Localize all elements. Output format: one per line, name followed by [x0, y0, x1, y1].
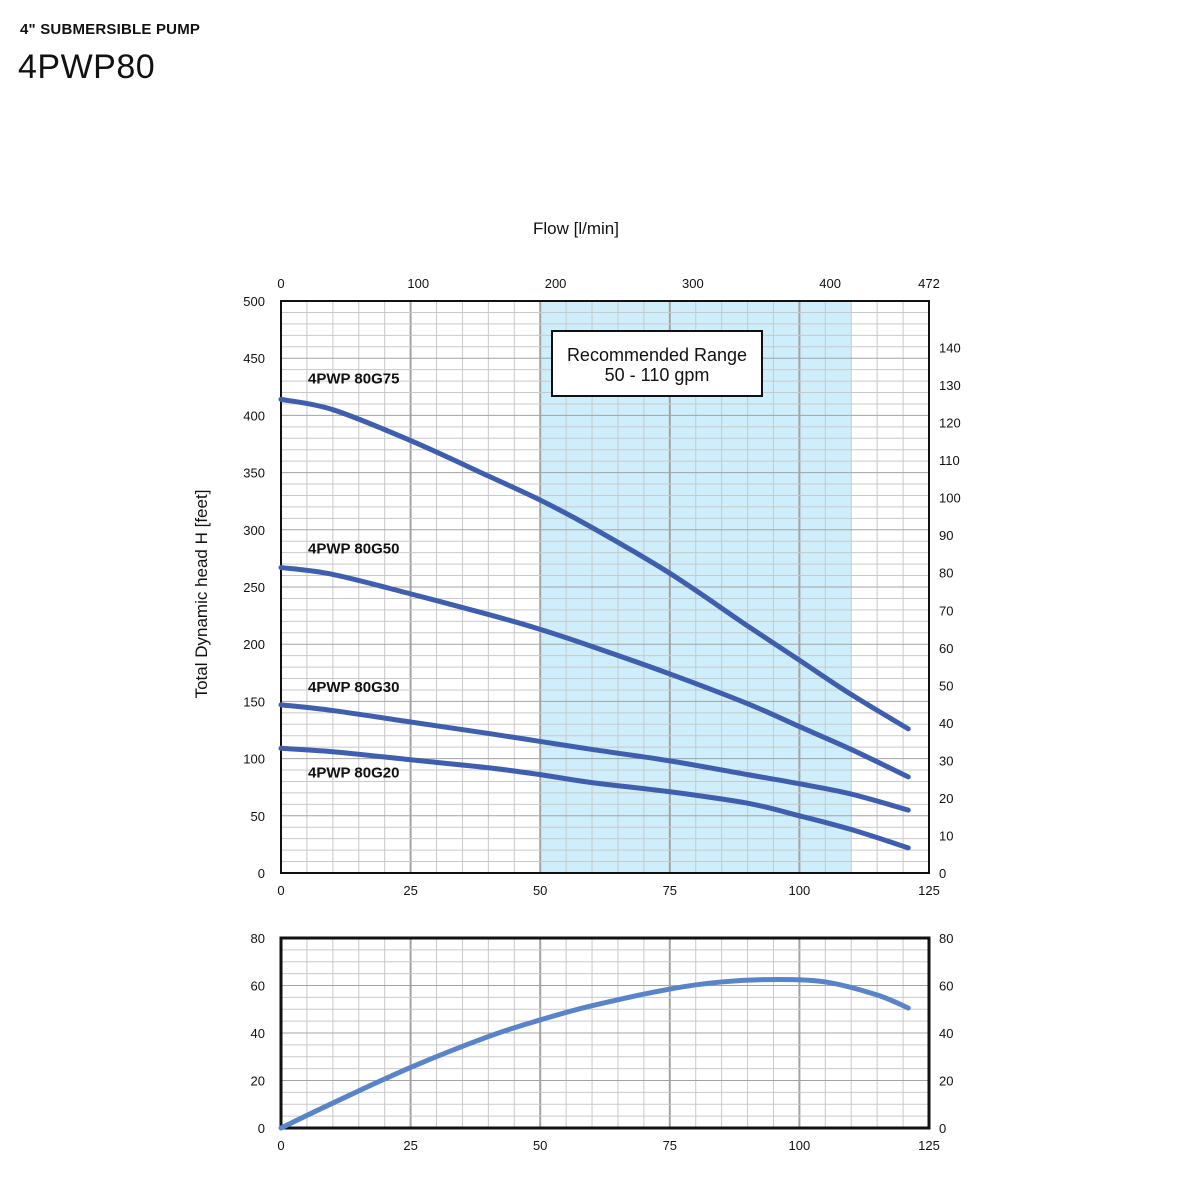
y-tick-label: 80: [251, 931, 265, 946]
top-tick-label: 0: [277, 276, 284, 291]
y-tick-label: 40: [251, 1026, 265, 1041]
top-tick-label: 472: [918, 276, 940, 291]
chart-title: 4PWP80: [18, 48, 156, 86]
x-tick-label: 25: [403, 1138, 417, 1153]
curve-4pwp-80g75: [278, 396, 911, 732]
right-tick-label: 90: [939, 528, 953, 543]
recommended-range-values: 50 - 110 gpm: [605, 365, 710, 385]
top-tick-label: 100: [407, 276, 429, 291]
series-label-4pwp-80g30: 4PWP 80G30: [308, 679, 399, 696]
top-tick-label: 200: [545, 276, 567, 291]
x-tick-label: 100: [789, 1138, 811, 1153]
y-tick-label: 400: [243, 408, 265, 423]
right-tick-label: 20: [939, 1074, 953, 1089]
y-tick-label: 50: [251, 809, 265, 824]
top-axis-label: Flow [l/min]: [533, 219, 619, 238]
curve-4pwp-80g30: [278, 702, 911, 813]
right-tick-label: 110: [939, 453, 960, 468]
efficiency-chart: 0 25 50 75 100 125 0 20 40 60 80 0 20 40 60 80: [251, 931, 954, 1153]
x-tick-label: 75: [663, 1138, 677, 1153]
plot-frame: [279, 936, 931, 1130]
right-tick-label: 80: [939, 931, 953, 946]
right-tick-label: 10: [939, 828, 953, 843]
right-tick-label: 120: [939, 416, 961, 431]
y-tick-label: 100: [243, 752, 265, 767]
x-tick-label: 75: [663, 883, 677, 898]
right-tick-label: 60: [939, 979, 953, 994]
right-tick-label: 40: [939, 716, 953, 731]
series-label-4pwp-80g50: 4PWP 80G50: [308, 541, 399, 558]
y-axis-label: Total Dynamic head H [feet]: [192, 490, 211, 699]
curve-4pwp-80g50: [278, 565, 911, 780]
right-tick-label: 50: [939, 678, 953, 693]
right-tick-label: 40: [939, 1026, 953, 1041]
x-tick-label: 125: [918, 1138, 940, 1153]
right-tick-label: 100: [939, 491, 961, 506]
right-tick-label: 130: [939, 378, 961, 393]
right-tick-label: 20: [939, 791, 953, 806]
right-tick-label: 70: [939, 603, 953, 618]
x-tick-label: 100: [789, 883, 811, 898]
y-tick-label: 250: [243, 580, 265, 595]
y-tick-label: 0: [258, 1121, 265, 1136]
x-tick-label: 125: [918, 883, 940, 898]
y-tick-label: 200: [243, 637, 265, 652]
y-tick-label: 20: [251, 1074, 265, 1089]
recommended-range-title: Recommended Range: [567, 345, 747, 365]
right-tick-label: 140: [939, 341, 961, 356]
y-tick-label: 150: [243, 694, 265, 709]
recommended-range-box: [551, 330, 763, 397]
right-tick-label: 30: [939, 753, 953, 768]
y-tick-label: 0: [258, 866, 265, 881]
series-label-4pwp-80g75: 4PWP 80G75: [308, 370, 399, 387]
series-label-4pwp-80g20: 4PWP 80G20: [308, 764, 399, 781]
top-tick-label: 400: [819, 276, 841, 291]
y-tick-label: 350: [243, 466, 265, 481]
y-tick-label: 60: [251, 979, 265, 994]
plot-frame: [280, 300, 930, 874]
y-tick-label: 500: [243, 294, 265, 309]
x-tick-label: 50: [533, 883, 547, 898]
chart-subtitle: 4" SUBMERSIBLE PUMP: [20, 21, 201, 38]
right-tick-label: 0: [939, 1121, 946, 1136]
y-tick-label: 300: [243, 523, 265, 538]
efficiency-curve: [278, 977, 911, 1131]
x-tick-label: 0: [277, 883, 284, 898]
right-tick-label: 60: [939, 641, 953, 656]
right-tick-label: 80: [939, 566, 953, 581]
right-tick-label: 0: [939, 866, 946, 881]
head-flow-chart: Flow [l/min] Total Dynamic head H [feet]…: [192, 219, 961, 898]
top-tick-label: 300: [682, 276, 704, 291]
y-tick-label: 450: [243, 351, 265, 366]
curve-4pwp-80g20: [278, 745, 911, 851]
x-tick-label: 50: [533, 1138, 547, 1153]
x-tick-label: 25: [403, 883, 417, 898]
x-tick-label: 0: [277, 1138, 284, 1153]
